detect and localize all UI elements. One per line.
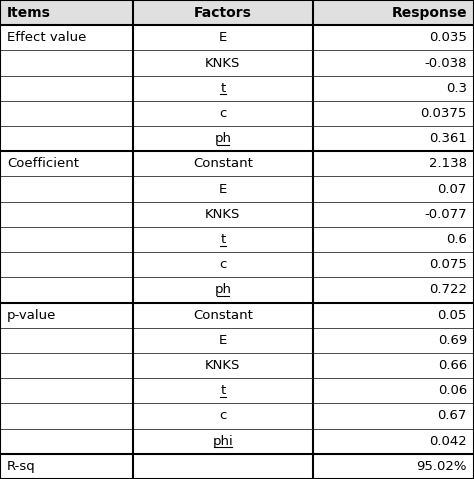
Text: -0.038: -0.038: [424, 57, 467, 69]
Bar: [0, 0, 474, 25]
Text: 0.042: 0.042: [429, 434, 467, 448]
Text: 0.67: 0.67: [438, 410, 467, 422]
Text: 0.722: 0.722: [429, 284, 467, 297]
Text: p-value: p-value: [7, 308, 56, 321]
Text: t: t: [220, 82, 226, 95]
Text: 0.3: 0.3: [446, 82, 467, 95]
Text: KNKS: KNKS: [205, 208, 240, 221]
Text: 0.075: 0.075: [429, 258, 467, 271]
Text: Response: Response: [391, 6, 467, 20]
Text: c: c: [219, 107, 227, 120]
Text: KNKS: KNKS: [205, 359, 240, 372]
Text: c: c: [219, 410, 227, 422]
Text: ph: ph: [214, 284, 231, 297]
Text: 0.69: 0.69: [438, 334, 467, 347]
Text: 0.05: 0.05: [438, 308, 467, 321]
Text: 0.035: 0.035: [429, 31, 467, 45]
Text: ph: ph: [214, 132, 231, 145]
Text: 2.138: 2.138: [429, 158, 467, 171]
Text: R-sq: R-sq: [7, 460, 36, 473]
Text: E: E: [219, 182, 227, 195]
Text: 0.06: 0.06: [438, 384, 467, 397]
Text: Effect value: Effect value: [7, 31, 86, 45]
Text: E: E: [219, 31, 227, 45]
Text: 0.0375: 0.0375: [420, 107, 467, 120]
Text: 95.02%: 95.02%: [416, 460, 467, 473]
Text: Items: Items: [7, 6, 51, 20]
Text: 0.07: 0.07: [438, 182, 467, 195]
Text: t: t: [220, 233, 226, 246]
Text: 0.6: 0.6: [446, 233, 467, 246]
Text: E: E: [219, 334, 227, 347]
Text: 0.361: 0.361: [429, 132, 467, 145]
Text: Coefficient: Coefficient: [7, 158, 79, 171]
Text: Constant: Constant: [193, 158, 253, 171]
Text: t: t: [220, 384, 226, 397]
Text: phi: phi: [212, 434, 233, 448]
Text: KNKS: KNKS: [205, 57, 240, 69]
Text: c: c: [219, 258, 227, 271]
Text: Constant: Constant: [193, 308, 253, 321]
Text: 0.66: 0.66: [438, 359, 467, 372]
Text: -0.077: -0.077: [424, 208, 467, 221]
Text: Factors: Factors: [194, 6, 252, 20]
